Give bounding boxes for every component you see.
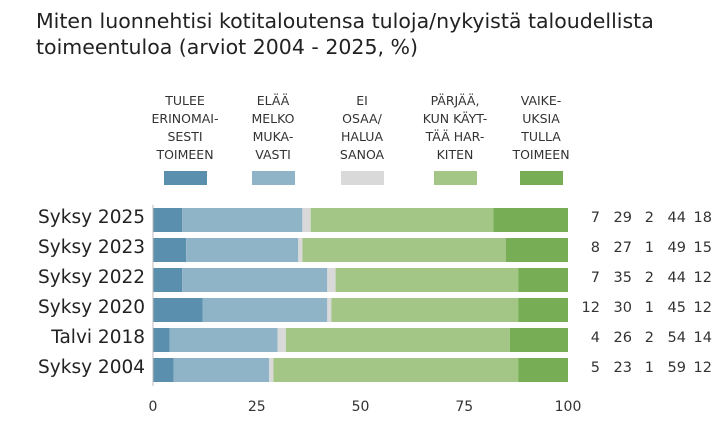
legend-swatch — [433, 171, 477, 185]
legend-item: EI OSAA/ HALUA SANOA — [317, 88, 407, 185]
value-label: 1 — [644, 240, 654, 256]
value-label: 2 — [644, 210, 654, 226]
bar-segment — [182, 208, 303, 232]
value-label: 45 — [667, 300, 686, 316]
value-label: 59 — [667, 360, 686, 376]
x-tick-label: 0 — [148, 399, 158, 415]
value-label: 18 — [693, 210, 712, 226]
value-label: 7 — [590, 270, 600, 286]
bar-segment — [153, 328, 170, 352]
bar-segment — [518, 268, 568, 292]
value-label: 54 — [667, 330, 686, 346]
legend-label: ELÄÄ MELKO MUKA- VASTI — [251, 93, 295, 162]
bar-segment — [335, 268, 519, 292]
bar-segment — [302, 208, 311, 232]
value-label: 2 — [644, 270, 654, 286]
x-tick-label: 75 — [455, 399, 474, 415]
bar-segment — [169, 328, 278, 352]
value-label: 7 — [590, 210, 600, 226]
value-label: 44 — [667, 270, 686, 286]
value-label: 12 — [693, 360, 712, 376]
legend-label: TULEE ERINOMAI- SESTI TOIMEEN — [151, 93, 219, 162]
bar-segment — [327, 268, 336, 292]
row-label: Syksy 2004 — [38, 357, 145, 378]
bar-segment — [518, 358, 568, 382]
row-label: Syksy 2023 — [38, 237, 145, 258]
value-label: 14 — [693, 330, 712, 346]
value-label: 27 — [613, 240, 632, 256]
legend-swatch — [340, 171, 384, 185]
value-label: 29 — [613, 210, 632, 226]
value-label: 8 — [590, 240, 600, 256]
value-label: 49 — [667, 240, 686, 256]
bar-segment — [153, 298, 203, 322]
x-tick-label: 25 — [247, 399, 266, 415]
bar-segment — [298, 238, 303, 262]
bar-segment — [273, 358, 519, 382]
bar-segment — [518, 298, 568, 322]
legend-swatch — [251, 171, 295, 185]
value-label: 4 — [590, 330, 600, 346]
bar-segment — [153, 208, 183, 232]
bar-segment — [182, 268, 328, 292]
row-label: Syksy 2025 — [38, 207, 145, 228]
legend-swatch — [163, 171, 207, 185]
legend-swatch — [519, 171, 563, 185]
bar-segment — [186, 238, 299, 262]
bar-segment — [331, 298, 519, 322]
bar-segment — [202, 298, 328, 322]
legend-item: ELÄÄ MELKO MUKA- VASTI — [228, 88, 318, 185]
legend-label: VAIKE- UKSIA TULLA TOIMEEN — [512, 93, 570, 162]
row-label: Syksy 2020 — [38, 297, 145, 318]
legend-label: PÄRJÄÄ, KUN KÄYT- TÄÄ HAR- KITEN — [422, 93, 488, 162]
value-label: 35 — [613, 270, 632, 286]
bar-segment — [285, 328, 510, 352]
x-tick-label: 50 — [351, 399, 370, 415]
legend-item: TULEE ERINOMAI- SESTI TOIMEEN — [140, 88, 230, 185]
bar-segment — [173, 358, 270, 382]
bar-segment — [310, 208, 494, 232]
legend-item: VAIKE- UKSIA TULLA TOIMEEN — [496, 88, 586, 185]
value-label: 12 — [581, 300, 600, 316]
bar-segment — [509, 328, 568, 352]
x-tick-label: 100 — [554, 399, 582, 415]
bar-segment — [493, 208, 568, 232]
value-label: 12 — [693, 270, 712, 286]
value-label: 26 — [613, 330, 632, 346]
legend-item: PÄRJÄÄ, KUN KÄYT- TÄÄ HAR- KITEN — [410, 88, 500, 185]
value-label: 30 — [613, 300, 632, 316]
value-label: 1 — [644, 360, 654, 376]
bar-segment — [505, 238, 568, 262]
value-label: 44 — [667, 210, 686, 226]
value-label: 12 — [693, 300, 712, 316]
chart-title: Miten luonnehtisi kotitaloutensa tuloja/… — [36, 8, 654, 60]
bar-segment — [269, 358, 274, 382]
value-label: 23 — [613, 360, 632, 376]
value-label: 1 — [644, 300, 654, 316]
bar-segment — [302, 238, 506, 262]
bar-segment — [153, 358, 174, 382]
bar-segment — [327, 298, 332, 322]
value-label: 2 — [644, 330, 654, 346]
legend-label: EI OSAA/ HALUA SANOA — [339, 93, 385, 162]
row-label: Talvi 2018 — [51, 327, 145, 348]
bar-segment — [277, 328, 286, 352]
chart-title-line-2: toimeentuloa (arviot 2004 - 2025, %) — [36, 35, 419, 59]
value-label: 5 — [590, 360, 600, 376]
bar-segment — [153, 268, 183, 292]
bar-segment — [153, 238, 187, 262]
value-label: 15 — [693, 240, 712, 256]
row-label: Syksy 2022 — [38, 267, 145, 288]
chart-title-line-1: Miten luonnehtisi kotitaloutensa tuloja/… — [36, 9, 654, 33]
